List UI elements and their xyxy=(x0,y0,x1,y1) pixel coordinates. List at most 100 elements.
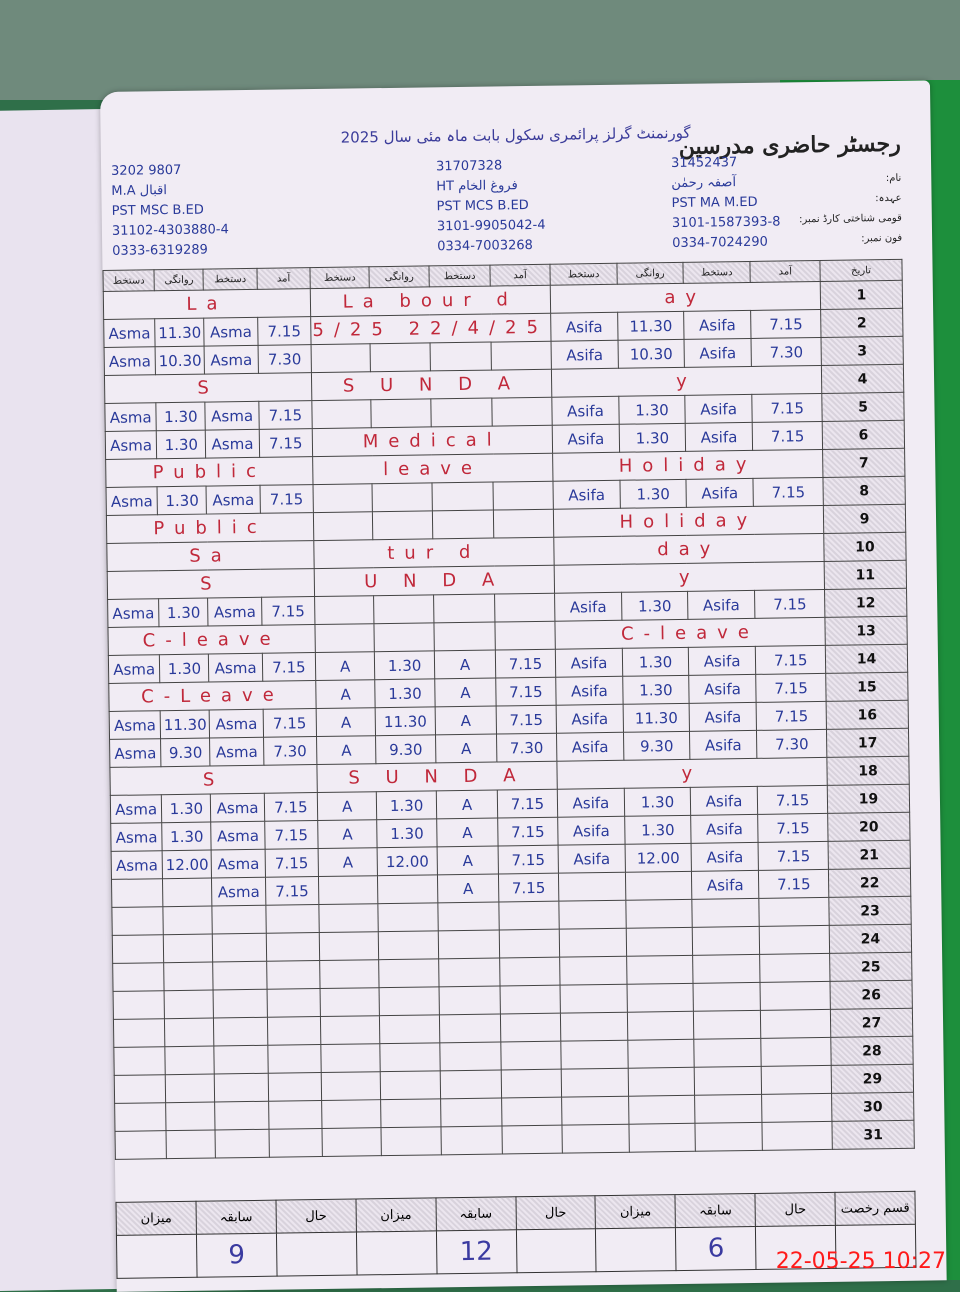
departure-time: 11.30 xyxy=(623,703,690,733)
arrival-signature xyxy=(438,958,501,987)
departure-signature xyxy=(114,1074,166,1104)
departure-signature xyxy=(561,1124,630,1154)
arrival-time xyxy=(266,988,321,1018)
departure-time xyxy=(625,871,692,901)
arrival-signature xyxy=(212,905,266,935)
arrival-signature: Asifa xyxy=(688,674,757,704)
departure-signature: A xyxy=(315,651,376,681)
date-cell: 11 xyxy=(824,560,907,590)
departure-time xyxy=(378,930,439,960)
arrival-time xyxy=(268,1128,323,1158)
departure-signature: Asifa xyxy=(555,676,624,706)
arrival-time: 7.15 xyxy=(497,817,558,847)
departure-signature xyxy=(311,399,372,429)
departure-signature xyxy=(313,483,373,513)
current-header: حال xyxy=(755,1192,836,1227)
arrival-time xyxy=(761,1037,832,1067)
arrival-time xyxy=(267,1044,322,1074)
remark-cell: Public xyxy=(105,456,314,488)
signature-header: دستخط xyxy=(428,265,491,287)
date-cell: 21 xyxy=(828,840,911,870)
departure-header: روانگی xyxy=(369,265,430,288)
arrival-signature xyxy=(433,622,496,651)
arrival-time xyxy=(759,897,830,927)
arrival-signature xyxy=(439,1013,502,1043)
departure-signature: Asifa xyxy=(554,592,623,622)
arrival-signature: A xyxy=(436,818,499,847)
arrival-signature: Asifa xyxy=(689,730,758,760)
current-header: حال xyxy=(275,1199,357,1234)
departure-signature xyxy=(320,1043,381,1073)
arrival-signature xyxy=(429,342,492,371)
arrival-time xyxy=(493,509,554,539)
departure-time xyxy=(627,1011,694,1041)
summary-cell xyxy=(116,1234,198,1279)
departure-signature: Asma xyxy=(109,710,161,740)
arrival-signature xyxy=(691,898,760,928)
departure-time: 11.30 xyxy=(160,710,210,739)
arrival-signature: Asifa xyxy=(687,590,756,620)
departure-time: 9.30 xyxy=(375,734,436,764)
departure-time: 1.30 xyxy=(624,815,691,845)
arrival-time xyxy=(491,341,552,371)
arrival-time: 7.15 xyxy=(261,596,315,626)
arrival-signature xyxy=(430,398,493,427)
arrival-signature: A xyxy=(437,874,500,903)
date-cell: 19 xyxy=(827,784,910,814)
arrival-time: 7.15 xyxy=(496,705,557,735)
departure-time xyxy=(162,878,213,907)
leave-type-header: قسم رخصت xyxy=(835,1191,916,1226)
departure-signature xyxy=(321,1127,382,1157)
arrival-signature xyxy=(212,933,267,963)
date-cell: 24 xyxy=(829,924,912,954)
departure-time xyxy=(380,1042,441,1072)
arrival-time xyxy=(492,397,552,427)
departure-header: روانگی xyxy=(617,262,684,285)
remark-cell: S U N D A xyxy=(311,369,552,401)
departure-time: 1.30 xyxy=(624,787,691,817)
departure-time: 10.30 xyxy=(155,346,205,375)
arrival-time: 7.30 xyxy=(751,337,822,367)
arrival-signature: Asma xyxy=(209,709,264,739)
arrival-time: 7.15 xyxy=(752,421,823,451)
departure-time xyxy=(379,958,439,988)
arrival-signature xyxy=(692,926,761,956)
departure-signature: Asifa xyxy=(555,704,624,734)
departure-time: 12.00 xyxy=(162,850,212,879)
departure-time: 11.30 xyxy=(154,318,205,347)
signature-header: دستخط xyxy=(682,261,751,284)
date-cell: 12 xyxy=(824,588,907,618)
departure-signature xyxy=(113,990,165,1020)
remark-cell: y xyxy=(551,365,822,398)
date-cell: 8 xyxy=(823,476,906,506)
arrival-time: 7.15 xyxy=(498,845,559,875)
departure-signature xyxy=(321,1071,382,1101)
departure-signature xyxy=(561,1096,630,1126)
departure-signature xyxy=(113,1046,166,1076)
remark-cell: leave xyxy=(312,453,553,485)
arrival-time: 7.15 xyxy=(265,876,319,906)
departure-signature: Asma xyxy=(104,402,157,432)
arrival-signature: A xyxy=(434,706,497,735)
summary-cell xyxy=(356,1230,437,1276)
arrival-time xyxy=(265,932,320,962)
arrival-time xyxy=(500,1013,561,1042)
arrival-signature xyxy=(215,1129,270,1158)
arrival-time: 7.15 xyxy=(757,785,828,815)
remark-cell: S xyxy=(109,764,318,796)
summary-cell xyxy=(595,1227,677,1272)
departure-time xyxy=(628,1039,694,1069)
departure-time xyxy=(370,342,431,372)
arrival-time: 7.30 xyxy=(257,344,312,374)
signature-header: دستخط xyxy=(102,269,155,292)
arrival-time xyxy=(760,981,831,1011)
arrival-header: آمد xyxy=(256,267,311,290)
remark-cell: C-leave xyxy=(107,624,316,656)
arrival-time xyxy=(499,929,560,959)
departure-signature xyxy=(558,928,627,958)
arrival-signature xyxy=(693,1010,762,1040)
remark-cell: U N D A xyxy=(314,565,555,597)
arrival-time: 7.15 xyxy=(758,869,829,899)
arrival-time xyxy=(762,1121,833,1151)
arrival-time xyxy=(761,1093,833,1123)
